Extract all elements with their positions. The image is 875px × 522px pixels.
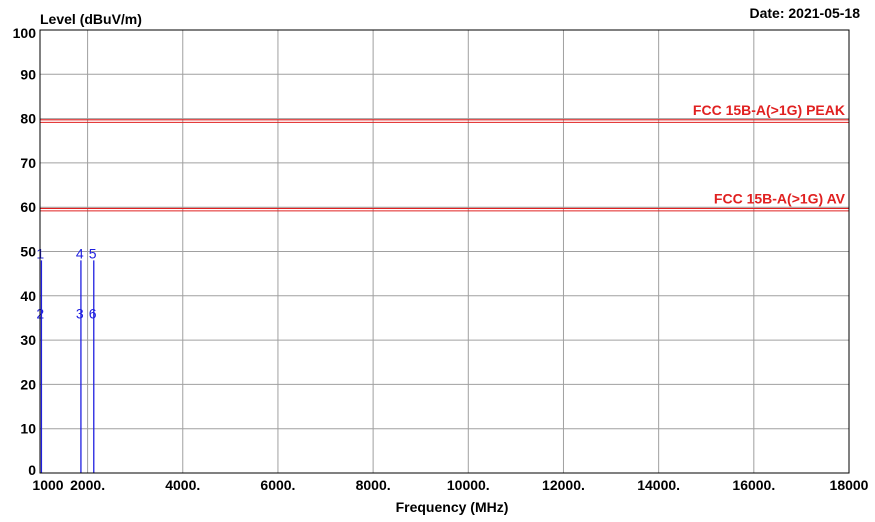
y-tick-label: 0	[28, 462, 36, 478]
x-tick-label: 6000.	[260, 477, 295, 493]
marker-avg-label: 3	[76, 306, 84, 322]
x-tick-label: 16000.	[732, 477, 775, 493]
y-tick-label: 40	[20, 288, 36, 304]
x-tick-label: 12000.	[542, 477, 585, 493]
marker-peak-label: 4	[76, 245, 84, 261]
plot-frame	[39, 29, 850, 474]
y-tick-label: 80	[20, 111, 36, 127]
marker-avg-label: 6	[89, 306, 97, 322]
y-tick-label: 50	[20, 244, 36, 260]
x-tick-label: 4000.	[165, 477, 200, 493]
y-tick-label: 60	[20, 199, 36, 215]
y-axis-title: Level (dBuV/m)	[40, 11, 142, 27]
y-tick-label: 30	[20, 332, 36, 348]
x-tick-label: 8000.	[356, 477, 391, 493]
date-label: Date: 2021-05-18	[749, 5, 860, 21]
x-tick-label: 10000.	[447, 477, 490, 493]
marker-peak-label: 5	[89, 245, 97, 261]
x-tick-label: 2000.	[70, 477, 105, 493]
x-axis-title: Frequency (MHz)	[396, 499, 509, 515]
y-tick-label: 100	[13, 25, 37, 41]
limit-line-label: FCC 15B-A(>1G) AV	[714, 190, 846, 206]
y-tick-label: 10	[20, 421, 36, 437]
y-tick-label: 20	[20, 376, 36, 392]
tick-labels: 1000 2000. 4000. 6000. 8000. 10000. 12000. 1400…	[13, 25, 869, 493]
x-tick-label: 18000	[830, 477, 869, 493]
grid	[39, 30, 850, 473]
y-tick-label: 70	[20, 155, 36, 171]
limit-lines: FCC 15B-A(>1G) PEAK FCC 15B-A(>1G) AV	[40, 102, 849, 212]
y-tick-label: 90	[20, 66, 36, 82]
limit-line-label: FCC 15B-A(>1G) PEAK	[693, 102, 845, 118]
x-tick-label: 1000	[32, 477, 63, 493]
x-tick-label: 14000.	[637, 477, 680, 493]
